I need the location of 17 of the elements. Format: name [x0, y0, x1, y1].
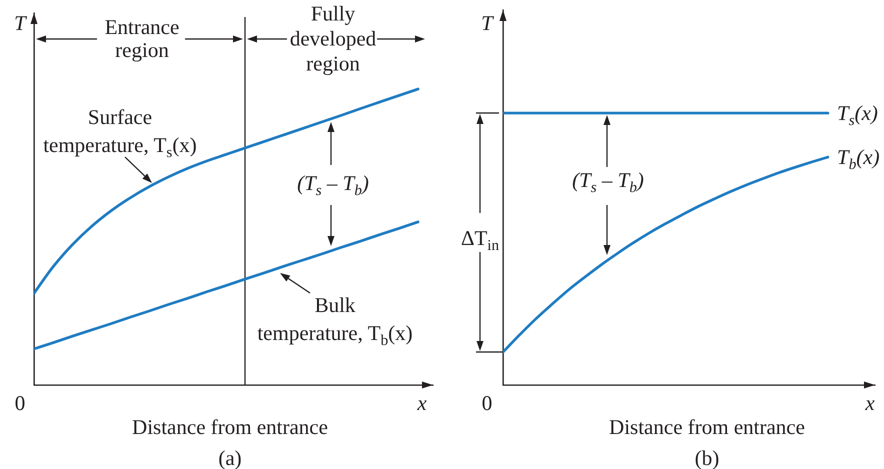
- text: x: [417, 391, 427, 415]
- annotation: (T$_{s}$ – T$_{b}$): [297, 171, 369, 199]
- x-axis-title: Distance from entrance: [609, 415, 805, 439]
- text: Fully developed region: [290, 2, 376, 76]
- annotation: ΔT$_{in}$: [460, 226, 500, 254]
- series-label: T$_{b}$(x): [837, 145, 880, 173]
- series-label: T$_{s}$(x): [837, 101, 878, 129]
- series-label: Bulk temperature, T$_{b}$(x): [257, 293, 413, 349]
- series-label: Surface temperature, T$_{s}$(x): [43, 105, 197, 161]
- text: 0: [14, 391, 26, 415]
- y-axis-title: T: [14, 11, 26, 35]
- x-axis-title: Distance from entrance: [132, 415, 328, 439]
- text: x: [865, 391, 875, 415]
- y-axis-title: T: [481, 11, 493, 35]
- annotation: (T$_{s}$ – T$_{b}$): [572, 168, 644, 196]
- text: 0: [482, 391, 492, 415]
- text: Entrance region: [104, 15, 180, 62]
